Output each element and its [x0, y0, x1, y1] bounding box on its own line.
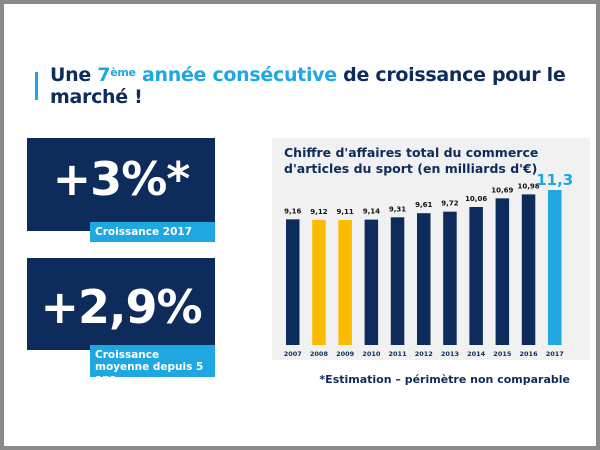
value-label: 11,3: [536, 171, 573, 189]
headline-highlight: 7ème année consécutive: [97, 64, 337, 86]
year-tick-label: 2010: [362, 350, 381, 358]
value-label: 9,16: [284, 207, 301, 215]
bar-2009: [338, 220, 352, 345]
bar-2008: [312, 219, 326, 345]
bar-2010: [364, 219, 379, 345]
bar-2014: [469, 207, 483, 345]
stat-label: Croissance 2017: [90, 222, 215, 242]
year-tick-label: 2016: [520, 350, 539, 358]
value-label: 10,98: [517, 182, 539, 190]
stat-label: Croissance moyenne depuis 5 ans: [90, 345, 215, 385]
value-label: 9,31: [389, 205, 406, 213]
year-tick-label: 2014: [467, 350, 486, 358]
year-tick-label: 2012: [415, 350, 433, 358]
value-label: 10,69: [491, 186, 513, 194]
chart-title: Chiffre d'affaires total du commerce d'a…: [284, 145, 539, 176]
value-label: 9,11: [337, 208, 354, 216]
year-tick-label: 2009: [336, 350, 355, 358]
stat-value: +3%*: [52, 152, 191, 206]
bar-2011: [390, 217, 405, 345]
value-label: 10,06: [465, 195, 487, 203]
year-tick-label: 2017: [546, 350, 564, 358]
headline: Une 7ème année consécutive de croissance…: [50, 64, 570, 108]
headline-part2: de croissance pour le marché !: [50, 64, 566, 108]
bar-2015: [495, 198, 510, 345]
year-tick-label: 2007: [284, 350, 302, 358]
year-tick-label: 2015: [493, 350, 512, 358]
accent-line: [35, 72, 38, 100]
stat-value: +2,9%: [40, 280, 202, 334]
value-label: 9,12: [310, 208, 327, 216]
footnote: *Estimation – périmètre non comparable: [319, 373, 570, 386]
year-tick-label: 2011: [389, 350, 408, 358]
bar-2016: [521, 194, 536, 345]
value-label: 9,72: [441, 200, 458, 208]
value-label: 9,14: [363, 208, 380, 216]
bar-2017: [548, 190, 562, 345]
headline-part1: Une: [50, 64, 98, 86]
year-tick-label: 2008: [310, 350, 329, 358]
bar-2007: [286, 219, 300, 345]
value-label: 9,61: [415, 201, 432, 209]
bar-2012: [417, 213, 431, 345]
stat-box-growth-2017: +3%*: [27, 138, 215, 231]
bar-2013: [443, 211, 457, 345]
year-tick-label: 2013: [441, 350, 459, 358]
stat-box-avg-growth: +2,9%: [27, 258, 215, 350]
